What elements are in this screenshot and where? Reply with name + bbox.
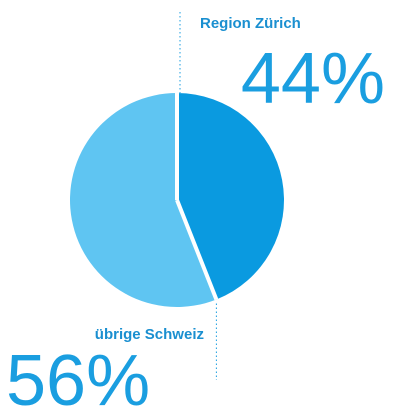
pie-slice: [177, 93, 284, 300]
value-label: 56%: [6, 341, 150, 414]
category-label: übrige Schweiz: [95, 326, 204, 343]
slice-separator: [175, 199, 219, 301]
value-label: 44%: [241, 39, 385, 119]
pie-slice: [69, 93, 217, 307]
category-label: Region Zürich: [200, 15, 301, 32]
